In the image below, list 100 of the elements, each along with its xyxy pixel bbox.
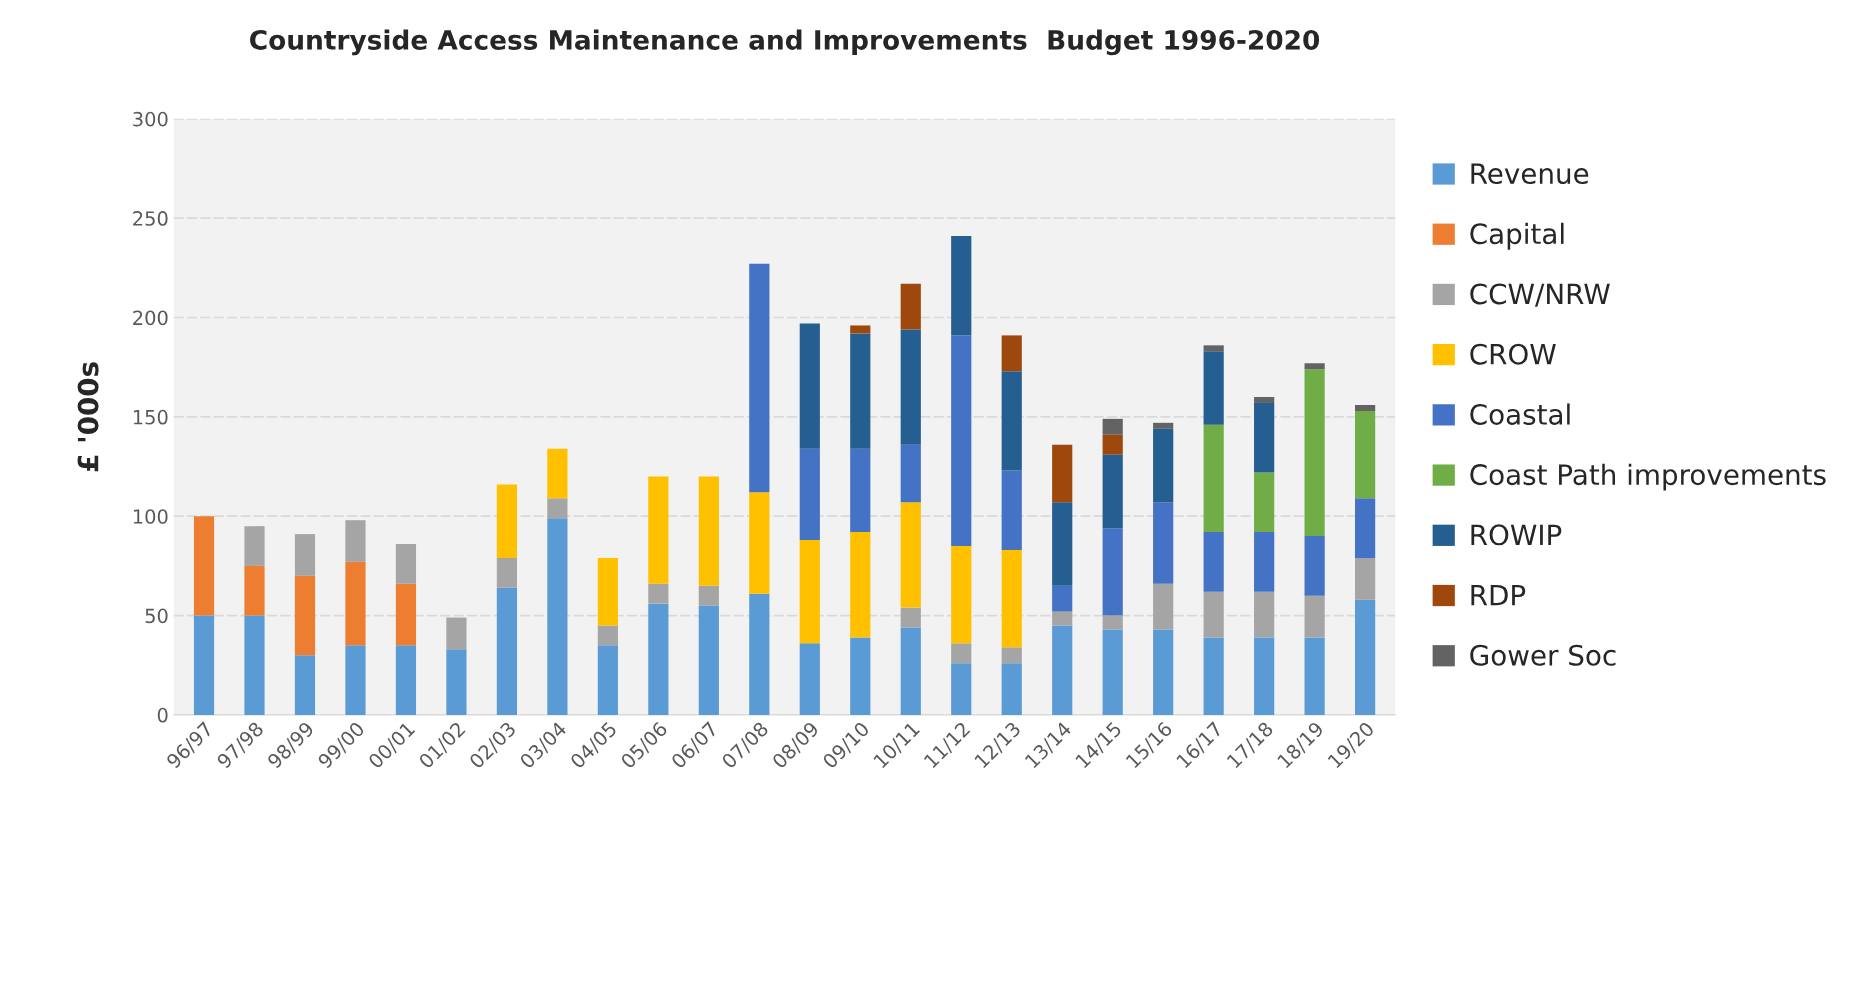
bar — [1001, 335, 1022, 372]
bar — [1254, 402, 1275, 473]
bar — [1102, 434, 1123, 455]
y-tick-label: 250 — [133, 211, 168, 226]
bar — [1304, 536, 1325, 596]
bar — [496, 587, 517, 715]
y-tick-label: 0 — [157, 707, 168, 723]
bar — [951, 643, 972, 664]
bar — [547, 448, 568, 499]
bar — [1001, 663, 1022, 715]
legend-label: CCW/NRW — [1470, 283, 1610, 307]
bar — [1304, 363, 1325, 370]
bar — [648, 583, 669, 604]
bar — [547, 518, 568, 715]
bar — [951, 335, 972, 547]
bar — [749, 593, 770, 715]
bar — [850, 333, 871, 449]
bar — [1203, 345, 1224, 352]
legend-label: RDP — [1471, 584, 1526, 606]
legend-label: Gower Soc — [1470, 644, 1616, 666]
bar — [648, 476, 669, 584]
legend-label: Capital — [1470, 222, 1564, 250]
bar — [547, 498, 568, 519]
bar — [1355, 599, 1376, 715]
bar — [900, 283, 921, 330]
bar — [294, 534, 316, 576]
bar — [900, 607, 921, 628]
bar — [749, 263, 770, 493]
bar — [1001, 470, 1022, 550]
bar — [1001, 549, 1022, 648]
bar — [1001, 647, 1022, 664]
bar — [1304, 595, 1325, 638]
bar — [1153, 428, 1174, 503]
bar — [193, 615, 215, 715]
bar — [1001, 371, 1022, 471]
bar — [1304, 637, 1325, 715]
bar — [496, 557, 517, 588]
bar — [900, 444, 921, 503]
bar — [294, 655, 316, 715]
chart-title: Countryside Access Maintenance and Improvements Budget 1996-2020 — [250, 29, 1320, 56]
bar — [1052, 585, 1073, 612]
bar — [1203, 532, 1224, 592]
bar — [446, 617, 467, 650]
bar — [1052, 611, 1073, 626]
bar — [1254, 637, 1275, 715]
bar — [1203, 591, 1224, 638]
bar — [698, 476, 719, 586]
bar — [395, 544, 417, 584]
bar — [850, 448, 871, 533]
bar — [1102, 528, 1123, 616]
bar — [1203, 424, 1224, 533]
bar — [698, 605, 719, 715]
bar — [1153, 502, 1174, 584]
y-axis-title: £ '000s — [77, 362, 99, 472]
bar — [900, 627, 921, 715]
y-tick-label: 150 — [133, 409, 168, 425]
bar — [597, 625, 618, 646]
bar — [1355, 410, 1376, 499]
bar — [1102, 418, 1123, 435]
bar — [244, 565, 265, 616]
bar — [1102, 454, 1123, 529]
bar — [1355, 498, 1376, 558]
bar — [749, 492, 770, 594]
legend-label: Coast Path improvements — [1470, 463, 1826, 491]
bar — [244, 526, 265, 566]
bar — [1102, 615, 1123, 630]
bar — [193, 516, 215, 616]
legend-label: Coastal — [1470, 403, 1570, 425]
legend-label: CROW — [1470, 343, 1556, 365]
bar — [850, 532, 871, 638]
bar — [244, 615, 265, 715]
bar — [900, 329, 921, 445]
bar — [597, 645, 618, 715]
bar — [345, 520, 366, 562]
bar — [799, 643, 820, 715]
bar — [951, 236, 972, 336]
bar — [1153, 629, 1174, 715]
bar — [1153, 422, 1174, 429]
bar — [496, 484, 517, 558]
bar — [698, 585, 719, 606]
bar — [597, 557, 618, 626]
bar — [951, 663, 972, 715]
bar — [345, 561, 366, 646]
bar — [1102, 629, 1123, 715]
bar — [648, 603, 669, 715]
bar — [1203, 637, 1224, 715]
y-tick-label: 50 — [145, 608, 168, 624]
bar — [1254, 591, 1275, 638]
bar — [951, 546, 972, 644]
bar — [345, 645, 366, 715]
y-tick-label: 200 — [133, 310, 168, 326]
bar — [799, 448, 820, 541]
bar — [1153, 583, 1174, 630]
bar — [446, 649, 467, 715]
bar — [1355, 557, 1376, 600]
bar — [1052, 625, 1073, 715]
bar — [1203, 351, 1224, 425]
bar — [1304, 369, 1325, 537]
bar — [799, 323, 820, 449]
bar — [395, 645, 417, 715]
